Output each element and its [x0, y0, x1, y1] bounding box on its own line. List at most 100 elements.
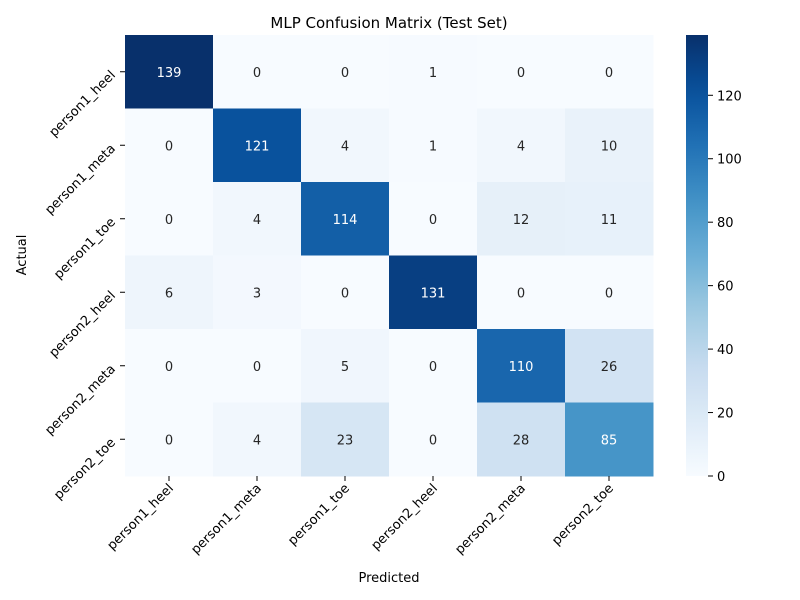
cell-value-label: 6 — [165, 286, 173, 301]
heatmap-cell — [213, 35, 302, 109]
heatmap-cell — [389, 329, 478, 403]
heatmap-cell — [125, 108, 214, 183]
heatmap-cell — [389, 108, 478, 183]
colorbar-tick-label: 120 — [717, 89, 742, 104]
heatmap-cell — [389, 182, 478, 256]
heatmap-cell — [301, 35, 390, 109]
y-tick-label: person2_heel — [47, 288, 119, 360]
heatmap-cell — [301, 329, 390, 403]
heatmap-cell — [301, 108, 390, 183]
heatmap-cell — [213, 108, 302, 183]
x-tick-label: person2_heel — [369, 481, 441, 553]
y-tick-label: person1_heel — [47, 68, 119, 140]
colorbar-tick-label: 80 — [717, 216, 734, 231]
heatmap-cell — [565, 182, 654, 256]
cell-value-label: 0 — [341, 286, 349, 301]
cell-value-label: 85 — [601, 433, 618, 448]
cell-value-label: 0 — [429, 433, 437, 448]
y-tick-label: person1_meta — [42, 141, 118, 217]
cell-value-label: 0 — [517, 286, 525, 301]
x-axis-ticks: person1_heel person1_meta person1_toe perso… — [105, 476, 617, 558]
cell-value-label: 0 — [165, 433, 173, 448]
x-tick-label: person1_toe — [285, 481, 352, 548]
cell-value-label: 1 — [429, 139, 437, 154]
cell-value-label: 4 — [253, 213, 261, 228]
heatmap-cell — [565, 329, 654, 403]
heatmap-cell — [301, 402, 390, 477]
heatmap-cell — [565, 255, 654, 330]
heatmap-cell — [213, 329, 302, 403]
x-tick-label: person1_heel — [105, 481, 177, 553]
heatmap-cell — [565, 402, 654, 477]
cell-value-label: 0 — [253, 66, 261, 81]
cell-value-label: 5 — [341, 360, 349, 375]
cell-value-label: 0 — [605, 286, 613, 301]
heatmap-cell — [565, 35, 654, 109]
colorbar-tick-label: 100 — [717, 153, 742, 168]
heatmap-cell — [125, 402, 214, 477]
heatmap-cell — [301, 182, 390, 256]
cell-value-label: 0 — [165, 139, 173, 154]
colorbar — [686, 35, 708, 476]
cell-value-label: 4 — [517, 139, 525, 154]
heatmap-cell — [477, 35, 566, 109]
x-axis-label: Predicted — [358, 571, 419, 586]
cell-value-label: 0 — [341, 66, 349, 81]
heatmap-cell — [213, 182, 302, 256]
cell-value-label: 110 — [509, 360, 534, 375]
cell-value-label: 0 — [165, 360, 173, 375]
heatmap-cell — [125, 329, 214, 403]
cell-value-label: 114 — [333, 213, 358, 228]
cell-value-label: 0 — [165, 213, 173, 228]
cell-value-label: 10 — [601, 139, 618, 154]
y-tick-label: person2_toe — [51, 435, 118, 502]
chart-title: MLP Confusion Matrix (Test Set) — [270, 14, 507, 32]
heatmap-cell — [125, 182, 214, 256]
heatmap-cell — [389, 35, 478, 109]
heatmap-cell — [301, 255, 390, 330]
heatmap-cell — [477, 329, 566, 403]
cell-value-label: 0 — [517, 66, 525, 81]
cell-value-label: 131 — [421, 286, 446, 301]
cell-value-label: 0 — [429, 213, 437, 228]
cell-value-label: 4 — [341, 139, 349, 154]
y-axis-ticks: person1_heelperson1_metaperson1_toeperso… — [42, 68, 125, 503]
heatmap-cell — [213, 402, 302, 477]
cell-value-label: 28 — [513, 433, 530, 448]
heatmap-cell — [477, 108, 566, 183]
heatmap-cell — [477, 402, 566, 477]
x-tick-label: person1_meta — [188, 481, 264, 557]
x-tick-label: person2_toe — [549, 481, 616, 548]
heatmap-cell — [477, 255, 566, 330]
cell-value-label: 23 — [337, 433, 354, 448]
cell-value-label: 0 — [429, 360, 437, 375]
colorbar-tick-label: 40 — [717, 343, 734, 358]
y-axis-label: Actual — [15, 235, 30, 276]
heatmap-cell — [389, 255, 478, 330]
heatmap-cell — [213, 255, 302, 330]
heatmap-cells: 139 0 0 1 0 00 121 4 1 4 100 4 114 0 12 116 3 0 131 0 00 0 5 0 1… — [125, 35, 654, 477]
cell-value-label: 121 — [245, 139, 270, 154]
heatmap-cell — [125, 35, 214, 109]
cell-value-label: 0 — [253, 360, 261, 375]
cell-value-label: 11 — [601, 213, 618, 228]
colorbar-ticks: 0 20 40 60 80 100 120 — [708, 89, 742, 485]
heatmap-cell — [125, 255, 214, 330]
y-tick-label: person1_toe — [51, 215, 118, 282]
colorbar-tick-label: 60 — [717, 280, 734, 295]
cell-value-label: 0 — [605, 66, 613, 81]
cell-value-label: 4 — [253, 433, 261, 448]
cell-value-label: 1 — [429, 66, 437, 81]
cell-value-label: 139 — [157, 66, 182, 81]
heatmap-cell — [389, 402, 478, 477]
x-tick-label: person2_meta — [452, 481, 528, 557]
y-tick-label: person2_meta — [42, 362, 118, 438]
cell-value-label: 12 — [513, 213, 530, 228]
colorbar-tick-label: 0 — [717, 470, 725, 485]
heatmap-cell — [565, 108, 654, 183]
colorbar-tick-label: 20 — [717, 407, 734, 422]
cell-value-label: 26 — [601, 360, 618, 375]
cell-value-label: 3 — [253, 286, 261, 301]
heatmap-cell — [477, 182, 566, 256]
